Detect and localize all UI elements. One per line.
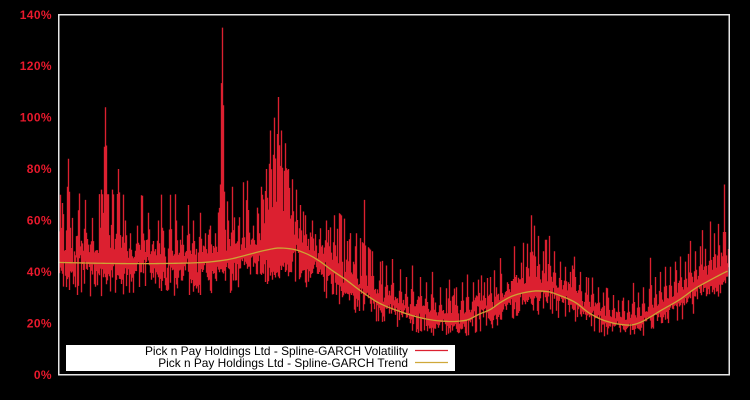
svg-text:120%: 120% xyxy=(20,59,52,73)
svg-text:Pick n Pay Holdings Ltd - Spli: Pick n Pay Holdings Ltd - Spline-GARCH V… xyxy=(145,344,408,358)
svg-text:0%: 0% xyxy=(34,368,52,382)
svg-text:40%: 40% xyxy=(27,265,52,279)
svg-text:20%: 20% xyxy=(27,316,52,330)
svg-text:140%: 140% xyxy=(20,8,52,22)
svg-text:Pick n Pay Holdings Ltd - Spli: Pick n Pay Holdings Ltd - Spline-GARCH T… xyxy=(158,356,408,370)
svg-text:100%: 100% xyxy=(20,111,52,125)
svg-text:80%: 80% xyxy=(27,162,52,176)
svg-text:60%: 60% xyxy=(27,214,52,228)
